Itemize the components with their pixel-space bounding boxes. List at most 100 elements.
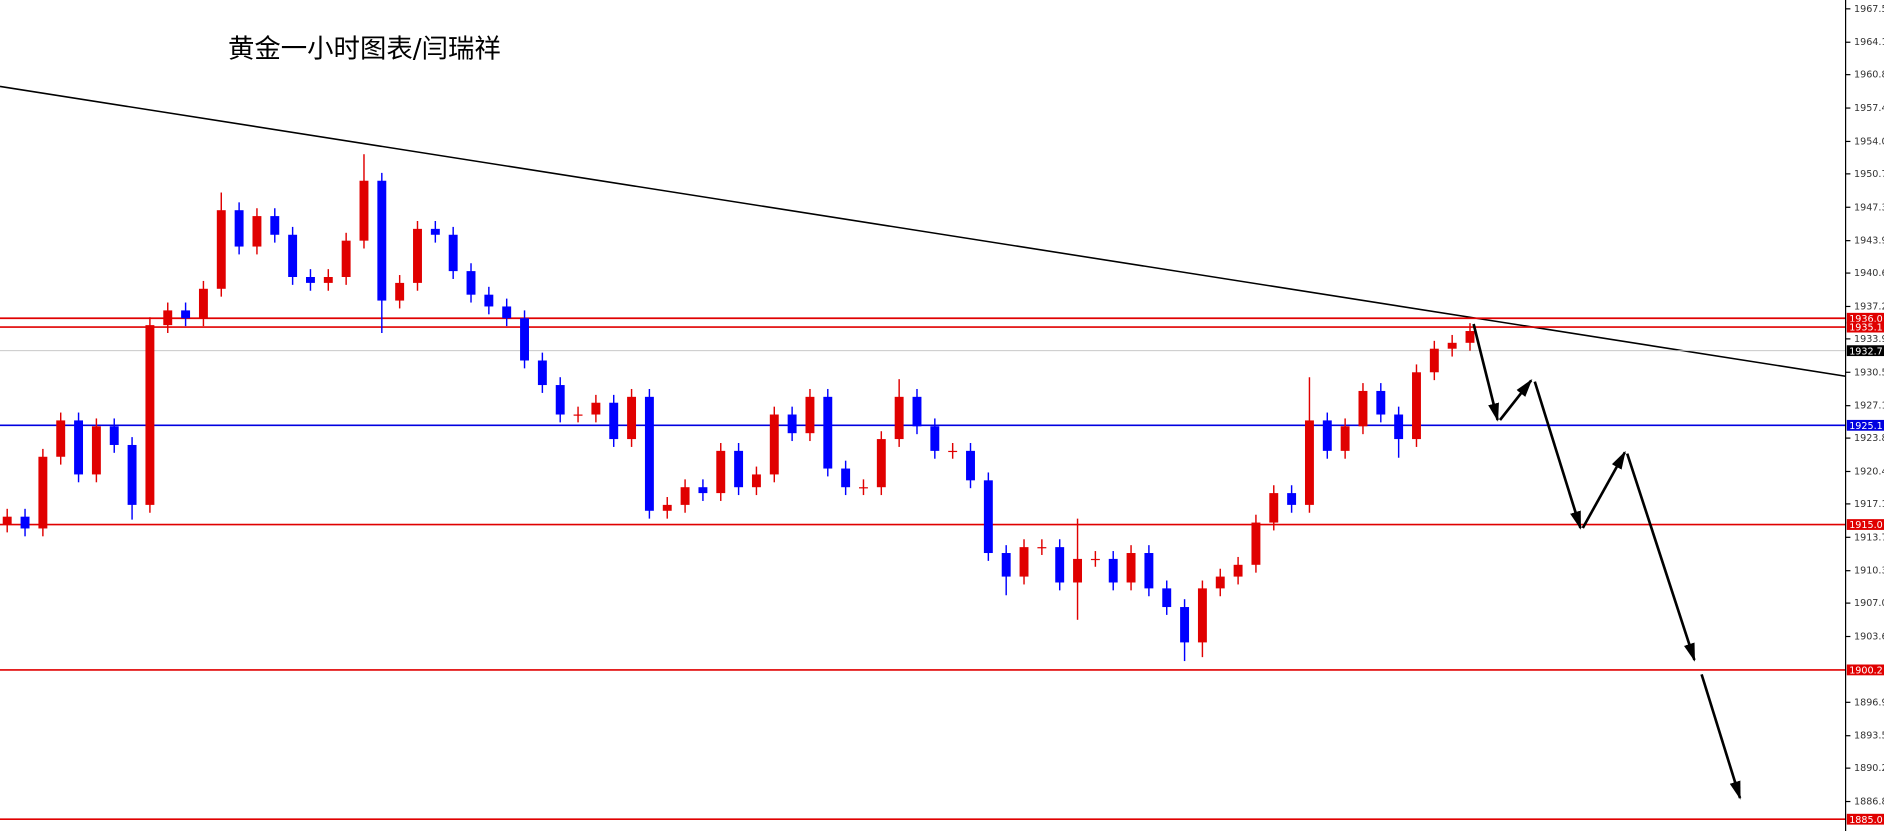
candle-body <box>252 216 262 247</box>
level-label-bg <box>1846 664 1884 676</box>
candle-body <box>181 310 191 319</box>
candle-body <box>359 180 369 241</box>
candle-body <box>983 480 993 554</box>
level-label: 1935.1 <box>1849 323 1883 334</box>
candle-body <box>1251 522 1261 565</box>
chart-title: 黄金一小时图表/闫瑞祥 <box>228 34 501 65</box>
candle-body <box>270 216 280 235</box>
candle-body <box>716 450 726 494</box>
level-label-bg <box>1846 312 1884 324</box>
candle-body <box>1358 390 1368 427</box>
candle-body <box>698 487 708 494</box>
candle-body <box>734 450 744 488</box>
arrow <box>1472 323 1499 422</box>
y-tick-label: 1930.5 <box>1854 367 1884 378</box>
candle-body <box>805 396 815 434</box>
candle-body <box>1197 588 1207 643</box>
candle-body <box>1394 414 1404 440</box>
candle-body <box>573 414 583 416</box>
y-tick-label: 1886.8 <box>1854 797 1884 808</box>
candle-body <box>1412 372 1421 440</box>
plot-area <box>0 85 1846 821</box>
level-label: 1925.1 <box>1849 421 1883 432</box>
level-label-bg <box>1846 419 1884 431</box>
candle-body <box>644 396 654 511</box>
y-tick-label: 1933.9 <box>1854 334 1884 345</box>
y-tick-label: 1910.3 <box>1854 566 1884 577</box>
candle-body <box>198 288 208 319</box>
candle-body <box>1073 558 1083 583</box>
y-tick-label: 1964.1 <box>1854 37 1884 48</box>
candle-body <box>1376 390 1386 415</box>
candle-body <box>56 420 66 457</box>
candle-body <box>1340 426 1350 451</box>
candle-body <box>859 487 868 489</box>
candle-body <box>306 277 315 283</box>
candle-body <box>466 271 476 295</box>
y-tick-label: 1950.7 <box>1854 169 1884 180</box>
candle-body <box>38 456 48 529</box>
y-tick-label: 1890.2 <box>1854 763 1884 774</box>
candle-body <box>1090 558 1100 561</box>
candle-body <box>288 234 298 277</box>
candle-body <box>1322 420 1332 451</box>
candle-body <box>966 450 975 481</box>
candle-body <box>609 402 619 440</box>
candle-body <box>109 426 119 445</box>
y-tick-label: 1913.7 <box>1854 532 1884 543</box>
candle-body <box>341 240 351 277</box>
candle-body <box>234 210 244 247</box>
candle-body <box>930 426 940 451</box>
candle-body <box>555 385 565 415</box>
candle-body <box>769 414 779 475</box>
candle-body <box>484 294 494 307</box>
y-tick-label: 1920.4 <box>1854 466 1884 477</box>
candle-body <box>537 360 547 386</box>
candle-body <box>894 396 904 440</box>
candle-body <box>787 414 797 434</box>
y-tick-label: 1893.5 <box>1854 731 1884 742</box>
candle-body <box>1001 553 1011 577</box>
candle-body <box>662 504 672 511</box>
candle-body <box>591 402 601 415</box>
candle-body <box>1037 547 1047 549</box>
level-label: 1936.0 <box>1849 314 1883 325</box>
level-label: 1885.0 <box>1849 815 1883 826</box>
level-label-bg <box>1846 345 1884 357</box>
y-tick-label: 1967.5 <box>1854 4 1884 15</box>
y-tick-label: 1943.9 <box>1854 236 1884 247</box>
level-label: 1915.0 <box>1849 520 1883 531</box>
candle-body <box>1144 553 1154 589</box>
level-label-bg <box>1846 813 1884 825</box>
candle-body <box>1126 553 1136 583</box>
candle-body <box>1465 331 1475 343</box>
candle-body <box>127 444 137 505</box>
candle-body <box>448 234 458 272</box>
candle-body <box>323 277 333 283</box>
candle-body <box>948 450 958 453</box>
candle-body <box>912 396 922 427</box>
candle-body <box>216 210 226 289</box>
candle-body <box>91 426 101 475</box>
candle-body <box>1429 348 1439 373</box>
candle-body <box>1447 342 1457 349</box>
arrow <box>1581 450 1626 529</box>
candle-body <box>2 516 12 525</box>
candle-body <box>1215 576 1225 589</box>
y-tick-label: 1907.0 <box>1854 598 1884 609</box>
candle-body <box>413 228 422 283</box>
arrow <box>1498 378 1533 421</box>
candle-body <box>680 487 690 505</box>
candle-body <box>1055 547 1065 583</box>
candle-body <box>430 228 440 235</box>
candle-body <box>627 396 637 440</box>
level-label-bg <box>1846 321 1884 333</box>
y-tick-label: 1917.1 <box>1854 499 1884 510</box>
candle-body <box>1233 564 1243 577</box>
level-label: 1932.7 <box>1849 346 1883 357</box>
y-tick-label: 1947.3 <box>1854 202 1884 213</box>
candle-body <box>520 318 529 361</box>
candle-body <box>1162 588 1172 608</box>
